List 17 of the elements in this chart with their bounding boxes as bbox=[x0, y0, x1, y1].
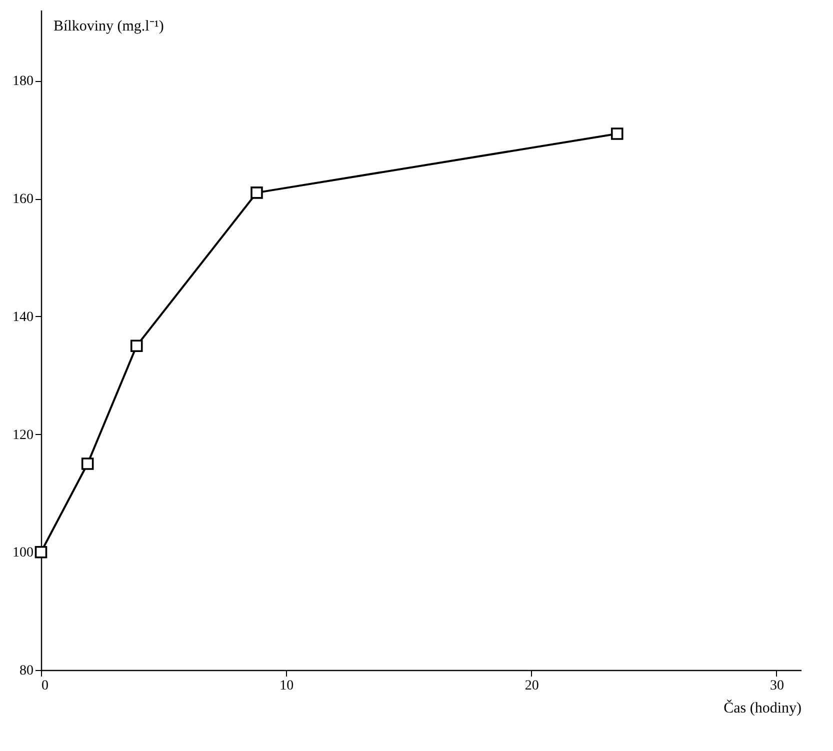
x-axis-title: Čas (hodiny) bbox=[724, 700, 802, 716]
y-tick-label: 160 bbox=[12, 192, 34, 208]
point bbox=[250, 186, 263, 199]
point bbox=[81, 458, 94, 470]
x-tick-label: 20 bbox=[524, 678, 539, 694]
y-tick-label: 80 bbox=[20, 664, 34, 678]
x-tick-label: 0 bbox=[42, 678, 48, 694]
y-axis-title: Bílkoviny (mg.l⁻¹) bbox=[54, 18, 164, 34]
x-tick-label: 30 bbox=[770, 678, 784, 694]
y-tick-label: 180 bbox=[12, 74, 34, 90]
point bbox=[610, 128, 624, 140]
point bbox=[130, 340, 143, 352]
y-tick-label: 120 bbox=[12, 428, 34, 443]
point bbox=[34, 546, 48, 558]
y-tick-label: 140 bbox=[12, 310, 34, 325]
y-tick-label: 100 bbox=[12, 546, 34, 561]
x-tick-label: 10 bbox=[280, 678, 294, 694]
